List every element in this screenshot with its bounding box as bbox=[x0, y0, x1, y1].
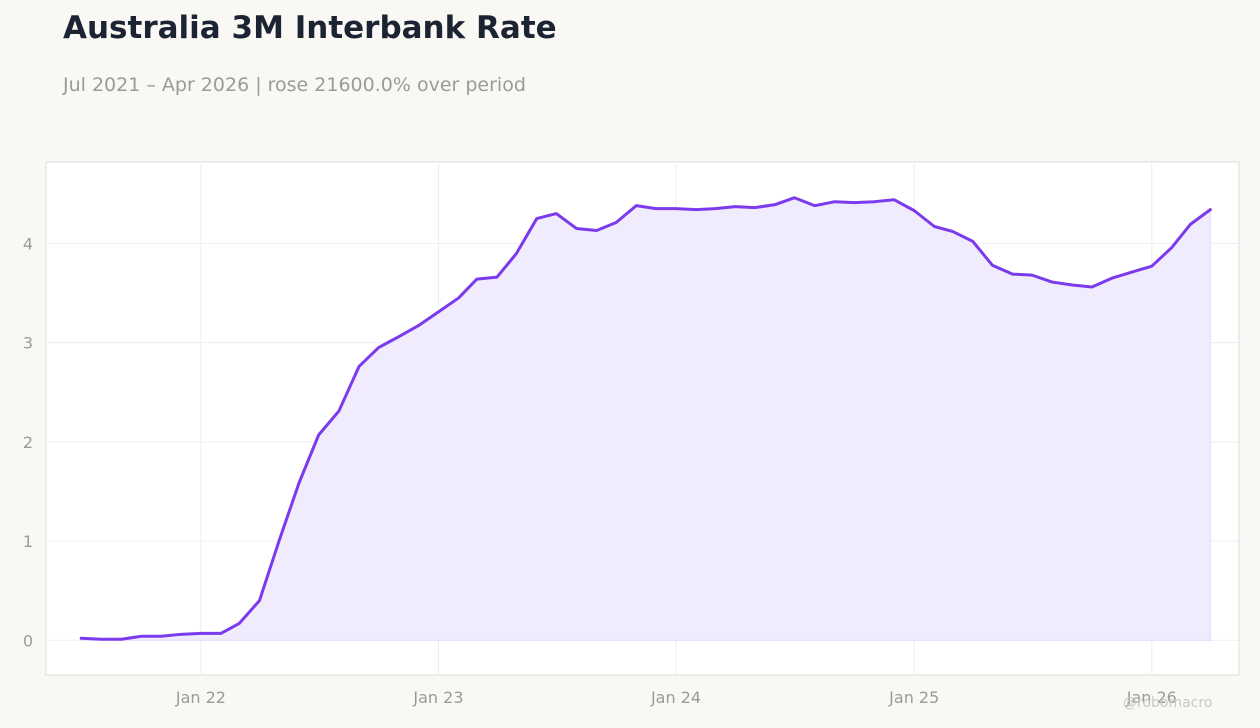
data-point bbox=[1131, 271, 1133, 273]
data-point bbox=[458, 297, 460, 299]
y-tick-label: 3 bbox=[23, 334, 33, 353]
x-tick-label: Jan 23 bbox=[412, 688, 463, 707]
x-tick-label: Jan 24 bbox=[650, 688, 701, 707]
data-point bbox=[991, 264, 993, 266]
data-point bbox=[200, 632, 202, 634]
data-point bbox=[972, 240, 974, 242]
data-point bbox=[596, 229, 598, 231]
series-line bbox=[79, 196, 1212, 641]
x-tick-label: Jan 25 bbox=[888, 688, 939, 707]
data-point bbox=[714, 208, 716, 210]
data-point bbox=[238, 622, 240, 624]
data-point bbox=[496, 276, 498, 278]
data-point bbox=[437, 311, 439, 313]
x-tick-label: Jan 26 bbox=[1126, 688, 1177, 707]
data-point bbox=[952, 230, 954, 232]
data-point bbox=[555, 213, 557, 215]
data-point bbox=[675, 208, 677, 210]
data-point bbox=[1031, 274, 1033, 276]
data-point bbox=[1012, 273, 1014, 275]
data-point bbox=[893, 199, 895, 201]
data-point bbox=[874, 201, 876, 203]
y-tick-label: 4 bbox=[23, 234, 33, 253]
data-point bbox=[1051, 281, 1053, 283]
data-point bbox=[933, 226, 935, 227]
watermark: @robomacro bbox=[1123, 695, 1213, 711]
data-point bbox=[754, 207, 756, 209]
y-tick-label: 0 bbox=[23, 631, 33, 650]
data-point bbox=[1151, 265, 1153, 267]
y-tick-label: 1 bbox=[23, 532, 33, 551]
data-point bbox=[635, 205, 637, 207]
data-point bbox=[358, 365, 360, 367]
data-point bbox=[417, 325, 419, 327]
data-point bbox=[615, 222, 617, 224]
chart-subtitle: Jul 2021 – Apr 2026 | rose 21600.0% over… bbox=[63, 74, 526, 96]
data-point bbox=[318, 434, 320, 436]
data-point bbox=[378, 347, 380, 349]
data-point bbox=[1091, 286, 1093, 288]
x-axis: Jan 22 Jan 23 Jan 24 Jan 25 Jan 26 bbox=[175, 688, 1177, 707]
data-point bbox=[834, 201, 836, 203]
data-point bbox=[80, 637, 82, 639]
data-point bbox=[695, 209, 697, 211]
data-point bbox=[180, 633, 182, 635]
data-point bbox=[734, 206, 736, 208]
data-point bbox=[220, 632, 222, 634]
x-tick-label: Jan 22 bbox=[175, 688, 226, 707]
data-point bbox=[398, 336, 400, 338]
y-tick-label: 2 bbox=[23, 433, 33, 452]
data-point bbox=[793, 197, 795, 199]
data-point bbox=[1171, 246, 1173, 248]
data-point bbox=[298, 482, 300, 483]
data-point bbox=[913, 210, 915, 212]
data-point bbox=[1189, 224, 1191, 226]
data-point bbox=[853, 202, 855, 204]
data-point bbox=[575, 227, 577, 229]
data-point bbox=[516, 252, 518, 254]
data-point bbox=[100, 638, 102, 640]
data-point bbox=[774, 204, 776, 206]
y-axis: 0 1 2 3 4 bbox=[23, 234, 33, 650]
data-point bbox=[1209, 209, 1211, 211]
data-point bbox=[258, 600, 260, 602]
chart-title: Australia 3M Interbank Rate bbox=[63, 10, 557, 46]
data-point bbox=[338, 410, 340, 412]
data-point bbox=[1111, 277, 1113, 279]
data-points bbox=[80, 197, 1211, 640]
data-point bbox=[160, 635, 162, 637]
data-point bbox=[476, 278, 478, 280]
data-point bbox=[140, 635, 142, 637]
data-point bbox=[1071, 284, 1073, 286]
data-point bbox=[655, 208, 657, 210]
data-point bbox=[278, 540, 280, 542]
data-point bbox=[814, 205, 816, 207]
data-point bbox=[121, 638, 122, 640]
data-point bbox=[536, 218, 538, 220]
